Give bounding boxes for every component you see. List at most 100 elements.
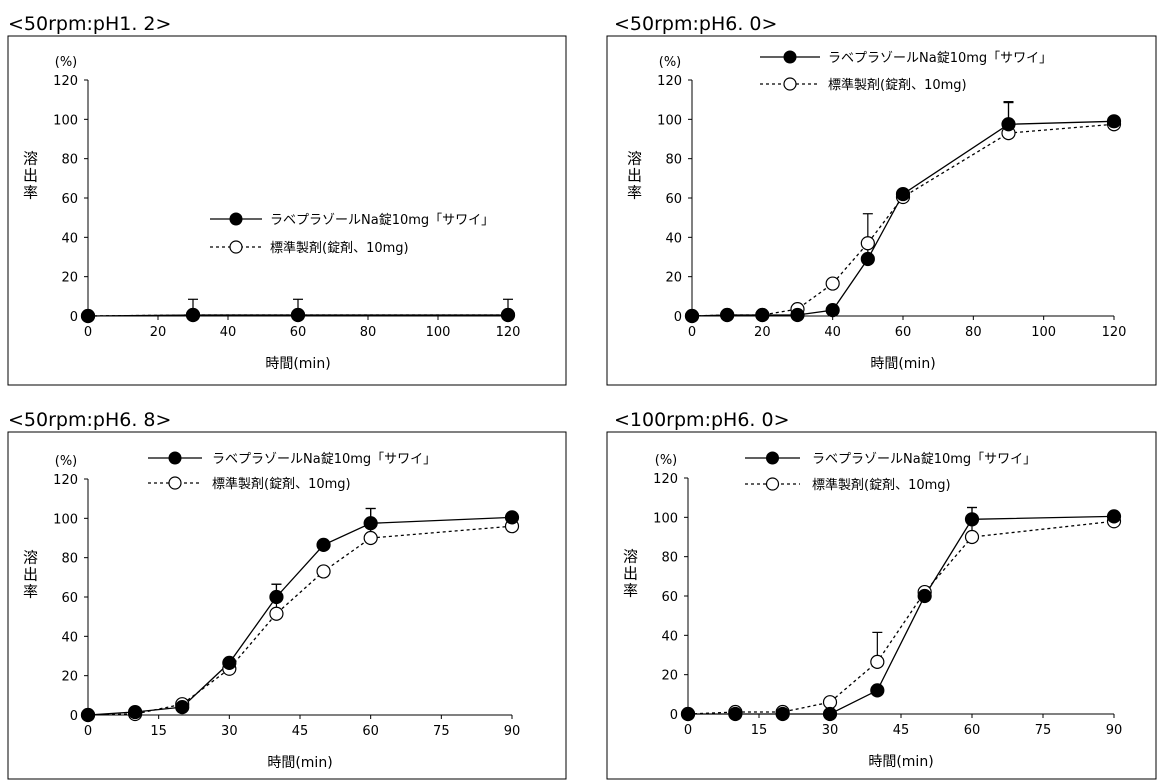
x-tick-label: 120: [496, 325, 521, 340]
legend-label-reference: 標準製剤(錠剤、10mg): [212, 476, 351, 492]
y-tick-label: 20: [61, 271, 78, 286]
x-axis-label: 時間(min): [267, 755, 332, 771]
legend-marker-reference: [783, 77, 797, 91]
series-line-test: [87, 516, 513, 716]
data-point-test: [500, 307, 516, 323]
legend-marker-reference: [229, 240, 243, 254]
data-point-reference: [363, 530, 378, 546]
legend-marker-test: [783, 50, 797, 64]
legend-marker-reference: [765, 477, 780, 491]
legend-label-test: ラベプラゾールNa錠10mg「サワイ」: [812, 452, 1036, 467]
x-axis-label: 時間(min): [868, 754, 933, 770]
data-point-test: [185, 307, 201, 323]
legend: ラベプラゾールNa錠10mg「サワイ」標準製剤(錠剤、10mg): [745, 451, 1036, 493]
y-tick-label: 60: [61, 591, 78, 606]
legend-marker-test: [766, 451, 779, 465]
y-tick-label: 40: [661, 629, 678, 644]
data-point-test: [269, 589, 284, 605]
data-point-test: [870, 683, 885, 698]
chart-panel-4: <100rpm:pH6. 0> 0 20 40 60 80 100 120 0 15 30 45 60 7…: [606, 409, 1157, 780]
data-point-test: [363, 516, 378, 531]
data-point-test: [964, 512, 980, 527]
y-tick-label: 120: [53, 74, 78, 89]
data-point-test: [290, 307, 306, 323]
chart-title: <50rpm:pH6. 8>: [8, 409, 171, 431]
y-tick-label: 0: [670, 708, 678, 723]
x-tick-label: 15: [150, 724, 167, 739]
y-tick-label: 40: [665, 231, 682, 246]
x-tick-label: 40: [824, 325, 841, 340]
data-point-test: [822, 706, 838, 722]
chart-panel-3: <50rpm:pH6. 8> 0 20 40 60 80 100 120 0 15 30 45 60 75…: [7, 409, 567, 780]
y-tick-label: 0: [674, 310, 682, 325]
data-point-test: [720, 307, 735, 323]
y-tick-label: 40: [61, 231, 78, 246]
legend: ラベプラゾールNa錠10mg「サワイ」標準製剤(錠剤、10mg): [210, 212, 494, 256]
x-axis-label: 時間(min): [265, 356, 330, 372]
data-point-test: [504, 510, 520, 525]
y-tick-label: 60: [661, 590, 678, 605]
legend: ラベプラゾールNa錠10mg「サワイ」標準製剤(錠剤、10mg): [148, 451, 436, 492]
legend-marker-test: [168, 451, 182, 465]
legend-label-reference: 標準製剤(錠剤、10mg): [812, 477, 951, 493]
x-tick-label: 15: [751, 723, 768, 738]
x-tick-label: 100: [1031, 325, 1056, 340]
legend-label-reference: 標準製剤(錠剤、10mg): [270, 240, 409, 256]
data-point-test: [825, 303, 840, 318]
y-tick-label: 60: [61, 192, 78, 207]
y-tick-label: 80: [661, 551, 678, 566]
y-unit-label: (%): [655, 453, 678, 468]
y-tick-label: 100: [653, 511, 678, 526]
data-point-test: [80, 308, 96, 324]
chart-panel-2: <50rpm:pH6. 0> 0 20 40 60 80 100 120 0 20 40 60 80 10…: [606, 13, 1157, 386]
data-point-test: [860, 251, 875, 267]
data-point-test: [895, 186, 911, 202]
x-axis-label: 時間(min): [870, 356, 935, 372]
data-point-test: [684, 308, 700, 324]
data-point-reference: [825, 276, 840, 291]
y-tick-label: 40: [61, 630, 78, 645]
y-axis-label: 溶出率: [621, 549, 639, 600]
y-tick-label: 0: [70, 310, 78, 325]
y-tick-label: 20: [665, 271, 682, 286]
x-tick-label: 45: [893, 723, 910, 738]
x-tick-label: 100: [426, 325, 451, 340]
chart-frame: [606, 35, 1157, 386]
data-point-reference: [822, 695, 838, 710]
x-tick-label: 0: [84, 724, 92, 739]
y-tick-label: 100: [53, 113, 78, 128]
data-point-reference: [870, 654, 885, 669]
x-tick-label: 0: [84, 325, 92, 340]
x-tick-label: 0: [684, 723, 692, 738]
data-point-test: [316, 537, 331, 552]
legend-label-test: ラベプラゾールNa錠10mg「サワイ」: [270, 213, 494, 228]
data-point-reference: [269, 606, 284, 621]
x-tick-label: 40: [220, 325, 237, 340]
chart-panel-1: <50rpm:pH1. 2> 0 20 40 60 80 100 120 0 20 40 60 80 10…: [7, 13, 567, 386]
y-axis-label: 溶出率: [625, 151, 643, 202]
y-axis-label: 溶出率: [21, 151, 39, 202]
x-tick-label: 20: [754, 325, 771, 340]
x-tick-label: 80: [965, 325, 982, 340]
x-tick-label: 60: [290, 325, 307, 340]
x-tick-label: 20: [150, 325, 167, 340]
data-point-test: [1001, 117, 1016, 132]
y-tick-label: 100: [53, 512, 78, 527]
data-point-test: [222, 655, 237, 670]
x-tick-label: 60: [362, 724, 379, 739]
series-line-reference: [691, 123, 1115, 317]
data-point-reference: [316, 564, 331, 579]
data-point-test: [680, 706, 696, 722]
legend-marker-test: [229, 212, 243, 226]
y-tick-label: 120: [657, 74, 682, 89]
chart-frame: [7, 35, 567, 386]
legend: ラベプラゾールNa錠10mg「サワイ」標準製剤(錠剤、10mg): [760, 50, 1052, 93]
x-tick-label: 0: [688, 325, 696, 340]
data-point-test: [917, 588, 932, 604]
legend-label-test: ラベプラゾールNa錠10mg「サワイ」: [828, 51, 1052, 66]
x-tick-label: 60: [895, 325, 912, 340]
x-tick-label: 30: [221, 724, 238, 739]
legend-label-reference: 標準製剤(錠剤、10mg): [828, 77, 967, 93]
series-line-reference: [87, 525, 513, 716]
